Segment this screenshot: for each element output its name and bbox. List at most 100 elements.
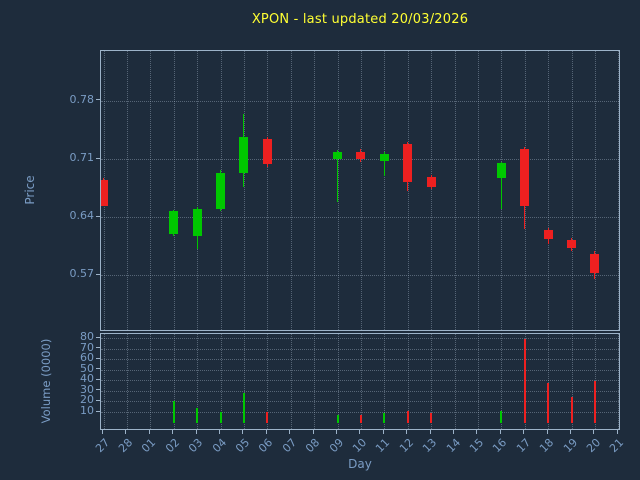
- candle-body: [379, 154, 389, 161]
- candle-body: [543, 229, 553, 239]
- gridline-price: [101, 159, 619, 161]
- x-tick-mark: [593, 430, 595, 434]
- x-tick-mark: [616, 430, 618, 434]
- price-tick-mark: [96, 157, 100, 159]
- volume-tick-mark: [96, 368, 100, 370]
- volume-tick-mark: [96, 410, 100, 412]
- chart-title: XPON - last updated 20/03/2026: [251, 12, 469, 27]
- volume-bar: [172, 401, 175, 423]
- x-axis-label: Day: [348, 457, 372, 471]
- volume-tick-mark: [96, 399, 100, 401]
- gridline-x: [337, 334, 339, 429]
- gridline-x: [571, 51, 573, 330]
- volume-plot-area: [100, 333, 620, 430]
- x-tick-mark: [382, 430, 384, 434]
- gridline-volume: [101, 369, 619, 371]
- gridline-x: [477, 51, 479, 330]
- gridline-price: [101, 275, 619, 277]
- gridline-x: [407, 51, 409, 330]
- candle-body: [356, 151, 366, 160]
- gridline-x: [197, 334, 199, 429]
- gridline-x: [384, 334, 386, 429]
- x-tick-mark: [406, 430, 408, 434]
- candle-body: [426, 176, 436, 188]
- volume-tick-label: 70: [80, 340, 94, 354]
- gridline-x: [243, 334, 245, 429]
- x-tick-mark: [523, 430, 525, 434]
- volume-tick-label: 10: [80, 404, 94, 418]
- gridline-volume: [101, 338, 619, 340]
- gridline-x: [571, 334, 573, 429]
- volume-bar: [406, 410, 409, 423]
- gridline-volume: [101, 359, 619, 361]
- volume-bar: [196, 407, 199, 423]
- x-tick-mark: [125, 430, 127, 434]
- candle-wick: [337, 149, 338, 203]
- volume-tick-label: 80: [80, 330, 94, 344]
- volume-tick-label: 20: [80, 393, 94, 407]
- gridline-x: [454, 334, 456, 429]
- candle-body: [403, 144, 413, 182]
- gridline-x: [126, 51, 128, 330]
- x-tick-mark: [312, 430, 314, 434]
- volume-bar: [336, 415, 339, 423]
- gridline-x: [431, 334, 433, 429]
- gridline-price: [101, 217, 619, 219]
- x-tick-mark: [429, 430, 431, 434]
- gridline-x: [501, 51, 503, 330]
- gridline-x: [290, 334, 292, 429]
- volume-tick-mark: [96, 389, 100, 391]
- volume-tick-label: 40: [80, 372, 94, 386]
- x-tick-mark: [219, 430, 220, 434]
- volume-bar: [547, 382, 550, 423]
- candle-wick: [383, 152, 385, 176]
- gridline-x: [126, 334, 128, 429]
- gridline-x: [173, 51, 175, 330]
- x-tick-mark: [172, 430, 174, 434]
- gridline-x: [197, 51, 199, 330]
- gridline-x: [501, 334, 503, 429]
- gridline-x: [360, 51, 362, 330]
- volume-tick-mark: [96, 347, 100, 349]
- volume-tick-mark: [96, 357, 100, 359]
- price-tick-mark: [96, 99, 100, 101]
- gridline-volume: [101, 390, 619, 392]
- candle-body: [262, 139, 272, 165]
- x-tick-mark: [359, 430, 361, 434]
- x-tick-mark: [265, 430, 267, 434]
- volume-tick-label: 30: [80, 382, 94, 396]
- x-tick-mark: [546, 430, 548, 434]
- gridline-x: [594, 51, 596, 330]
- candle-body: [590, 253, 600, 273]
- gridline-x: [173, 334, 175, 429]
- gridline-x: [290, 51, 292, 330]
- volume-bar: [430, 413, 433, 423]
- x-tick-mark: [242, 430, 244, 434]
- x-tick-mark: [148, 430, 150, 434]
- gridline-x: [360, 334, 362, 429]
- x-tick-mark: [102, 430, 103, 434]
- volume-bar: [593, 381, 596, 423]
- gridline-x: [220, 334, 222, 429]
- x-tick-mark: [336, 430, 337, 434]
- price-plot-area: [100, 50, 620, 331]
- volume-bar: [266, 412, 269, 423]
- candle-body: [567, 239, 576, 249]
- gridline-x: [407, 334, 409, 429]
- volume-bar: [383, 413, 386, 423]
- volume-tick-mark: [96, 378, 100, 380]
- candle-body: [192, 208, 202, 237]
- volume-bar: [570, 397, 573, 423]
- price-tick-label: 0.57: [69, 267, 95, 281]
- x-tick-mark: [499, 430, 501, 434]
- gridline-x: [454, 51, 456, 330]
- x-tick-mark: [289, 430, 291, 434]
- gridline-x: [103, 334, 105, 429]
- gridline-x: [337, 51, 339, 330]
- gridline-x: [243, 51, 245, 330]
- gridline-x: [150, 334, 152, 429]
- volume-tick-label: 60: [80, 351, 94, 365]
- gridline-volume: [101, 401, 619, 403]
- candle-body: [333, 151, 342, 160]
